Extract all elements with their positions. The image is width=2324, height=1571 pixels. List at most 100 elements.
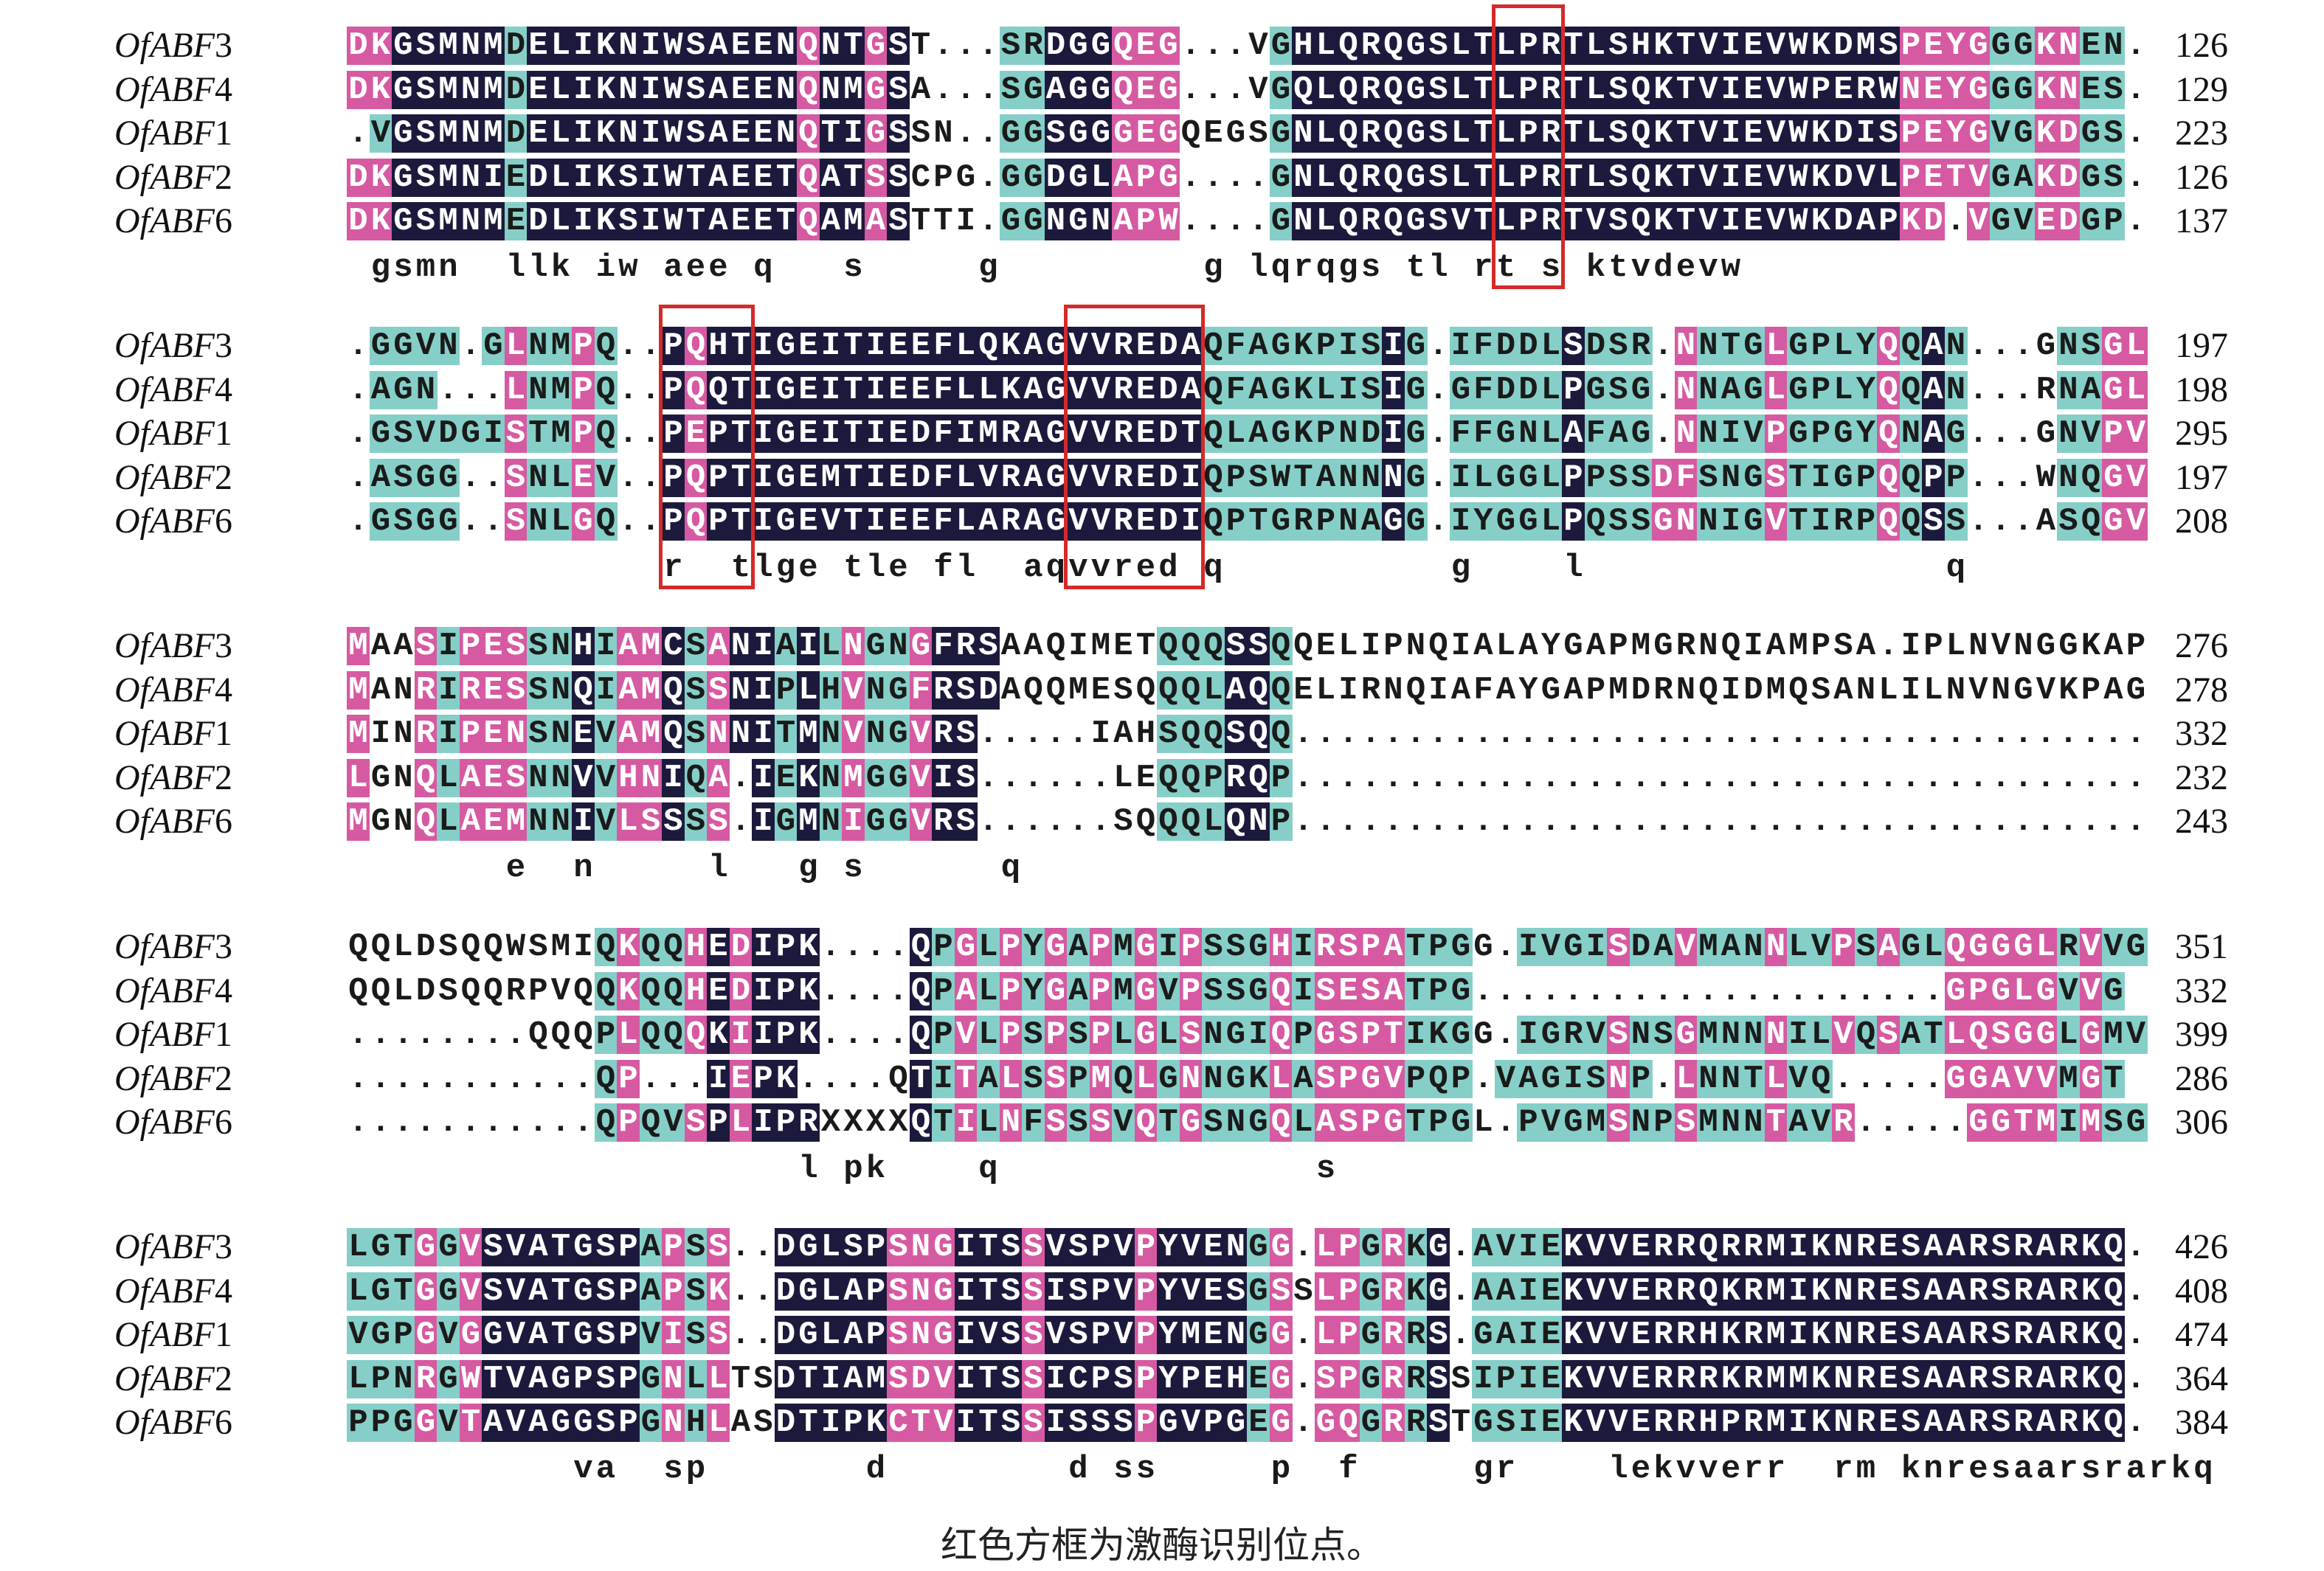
residue-cell: .	[1630, 759, 1651, 797]
residue-cell: E	[1134, 415, 1158, 453]
residue-cell: G	[1473, 1016, 1493, 1053]
residue-cell: Y	[1157, 1228, 1180, 1266]
residue-cell: L	[1494, 114, 1518, 153]
residue-cell: T	[954, 1059, 978, 1098]
residue-cell: Q	[1112, 1059, 1135, 1098]
residue-cell: I	[932, 1059, 955, 1098]
residue-cell: R	[999, 415, 1023, 453]
residue-cell: P	[1383, 628, 1403, 665]
residue-cell: A	[527, 1228, 550, 1266]
residue-cell: P	[774, 971, 798, 1010]
sequence-name: OfABF3	[114, 1227, 232, 1266]
sequence-end-position: 197	[2175, 326, 2228, 365]
residue-cell: A	[1000, 628, 1021, 665]
residue-cell: I	[1787, 1016, 1810, 1054]
residue-cell: G	[1089, 27, 1113, 65]
residue-cell: P	[662, 1228, 685, 1266]
residue-cell: Q	[684, 458, 708, 497]
residue-cell: P	[933, 159, 953, 196]
residue-cell: M	[437, 70, 460, 109]
residue-cell: G	[572, 1228, 595, 1266]
residue-cell: T	[977, 1404, 1000, 1442]
residue-cell: .	[1743, 803, 1763, 840]
residue-cell: E	[887, 415, 910, 453]
residue-cell: M	[1787, 1359, 1810, 1398]
residue-cell: G	[369, 1228, 392, 1266]
residue-cell: .	[1968, 715, 1988, 752]
residue-cell: .	[1203, 27, 1223, 64]
consensus-residue: w	[1720, 249, 1741, 286]
residue-cell: G	[1022, 202, 1045, 240]
residue-cell: L	[1832, 370, 1855, 409]
residue-cell: I	[1743, 628, 1763, 665]
residue-cell: V	[1112, 1228, 1135, 1266]
residue-cell: .	[2126, 1360, 2146, 1398]
residue-cell: Q	[1224, 802, 1248, 841]
residue-cell: D	[1629, 928, 1653, 966]
residue-cell: V	[1607, 1228, 1630, 1266]
residue-cell: K	[1292, 415, 1315, 453]
residue-cell: .	[505, 1060, 526, 1097]
residue-cell: T	[1382, 1016, 1405, 1054]
residue-cell: D	[774, 1316, 798, 1354]
residue-cell: Q	[348, 929, 368, 965]
residue-cell: D	[2057, 158, 2080, 197]
residue-cell: S	[392, 502, 415, 541]
sequence-end-position: 198	[2175, 370, 2228, 409]
residue-cell: G	[370, 803, 391, 840]
residue-cell: I	[752, 327, 775, 365]
residue-cell: P	[1202, 758, 1225, 797]
residue-cell: P	[774, 1103, 798, 1142]
residue-cell: .	[1720, 715, 1741, 752]
residue-cell: G	[414, 1272, 438, 1311]
residue-cell: G	[2079, 158, 2103, 197]
residue-cell: D	[1157, 415, 1180, 453]
residue-cell: .	[483, 1104, 503, 1141]
residue-cell: D	[1517, 370, 1540, 409]
residue-cell: .	[1675, 715, 1696, 752]
residue-cell: S	[1113, 803, 1133, 840]
residue-cell: P	[1404, 1059, 1428, 1098]
consensus-residue: s	[1113, 1450, 1133, 1488]
residue-cell: N	[774, 27, 798, 65]
consensus-residue: d	[865, 1450, 886, 1488]
residue-cell: X	[888, 1104, 908, 1141]
residue-cell: E	[1742, 158, 1765, 197]
residue-cell: M	[549, 370, 573, 409]
residue-cell: S	[1899, 1272, 1923, 1311]
residue-cell: L	[1157, 1016, 1180, 1054]
residue-cell: N	[459, 114, 483, 153]
residue-cell: K	[594, 114, 618, 153]
residue-cell: E	[729, 202, 753, 240]
residue-cell: A	[369, 370, 392, 409]
residue-cell: A	[459, 758, 483, 797]
residue-cell: Q	[2079, 502, 2103, 541]
residue-cell: S	[1224, 1272, 1248, 1311]
residue-cell: A	[2103, 671, 2123, 709]
residue-cell: .	[820, 972, 841, 1010]
residue-cell: P	[1517, 1103, 1540, 1142]
residue-cell: L	[1089, 158, 1113, 197]
residue-cell: P	[1562, 370, 1585, 409]
residue-cell: .	[843, 1016, 863, 1053]
residue-cell: V	[1089, 502, 1113, 541]
residue-cell: V	[1697, 158, 1720, 197]
consensus-residue: t	[1608, 249, 1628, 286]
residue-cell: G	[1044, 928, 1068, 966]
residue-cell: R	[1382, 1404, 1405, 1442]
residue-cell: R	[1112, 327, 1135, 365]
residue-cell: K	[1719, 1272, 1743, 1311]
residue-cell: .	[640, 371, 661, 409]
consensus-residue: g	[1203, 249, 1223, 286]
residue-cell: D	[347, 202, 370, 240]
residue-cell: R	[1967, 1404, 1990, 1442]
residue-cell: G	[1382, 502, 1405, 541]
residue-cell: A	[617, 715, 640, 753]
residue-cell: Q	[1382, 27, 1405, 65]
residue-cell: K	[2081, 628, 2101, 665]
residue-cell: I	[1382, 370, 1405, 409]
residue-cell: R	[1854, 1404, 1878, 1442]
residue-cell: G	[1022, 114, 1045, 153]
residue-cell: E	[887, 458, 910, 497]
residue-cell: P	[392, 1316, 415, 1354]
